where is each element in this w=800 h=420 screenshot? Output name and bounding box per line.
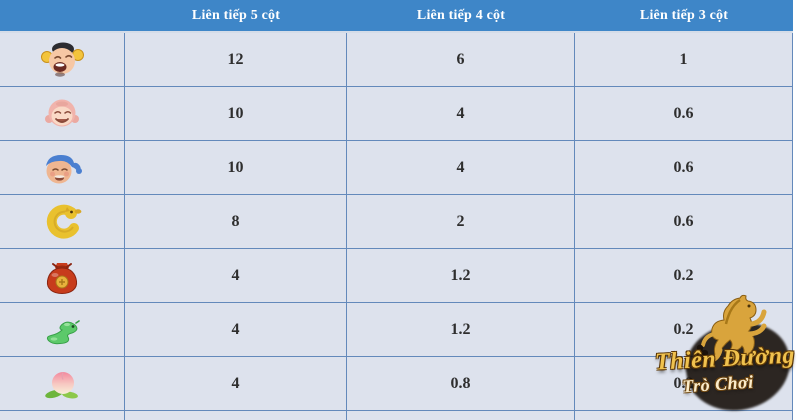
table-row: 8 2 0.6 — [0, 195, 793, 249]
payout-4col: 1.2 — [450, 266, 471, 284]
payout-5col: 4 — [231, 266, 240, 284]
header-lien-tiep-4-cot: Liên tiếp 4 cột — [347, 0, 575, 31]
payout-3col: 0.2 — [673, 374, 694, 392]
payout-3col: 0.6 — [673, 104, 694, 122]
pink-buddha-face-icon — [40, 94, 84, 134]
table-row: 4 0.8 0.2 — [0, 357, 793, 411]
payout-4col: 2 — [456, 212, 465, 230]
payout-3col: 0.6 — [673, 158, 694, 176]
payout-5col: 10 — [227, 104, 244, 122]
payout-4col: 4 — [456, 158, 465, 176]
red-money-bag-icon — [40, 256, 84, 296]
payout-3col: 1 — [679, 50, 688, 68]
table-row: 10 4 0.6 — [0, 87, 793, 141]
payout-5col: 4 — [231, 374, 240, 392]
payout-4col: 1.2 — [450, 320, 471, 338]
table-header-row: Liên tiếp 5 cột Liên tiếp 4 cột Liên tiế… — [0, 0, 793, 33]
payout-4col: 6 — [456, 50, 465, 68]
column-label: Liên tiếp 5 cột — [191, 7, 281, 23]
column-label: Liên tiếp 4 cột — [416, 7, 506, 23]
laughing-man-gold-coins-icon — [39, 40, 85, 80]
payout-5col: 4 — [231, 320, 240, 338]
payout-4col: 4 — [456, 104, 465, 122]
payout-3col: 0.2 — [673, 266, 694, 284]
golden-fish-icon — [40, 202, 84, 242]
header-symbol-column — [0, 0, 125, 31]
old-man-blue-hat-icon — [39, 148, 85, 188]
column-label: Liên tiếp 3 cột — [639, 7, 729, 23]
table-row: 4 1.2 0.2 — [0, 303, 793, 357]
table-row: 4 1.2 0.2 — [0, 249, 793, 303]
table-row-partial — [0, 411, 793, 420]
table-row: 12 6 1 — [0, 33, 793, 87]
table-row: 10 4 0.6 — [0, 141, 793, 195]
header-lien-tiep-5-cot: Liên tiếp 5 cột — [125, 0, 347, 31]
jade-dragon-icon — [40, 310, 84, 350]
payout-3col: 0.2 — [673, 320, 694, 338]
payout-3col: 0.6 — [673, 212, 694, 230]
header-lien-tiep-3-cot: Liên tiếp 3 cột — [575, 0, 793, 31]
payout-4col: 0.8 — [450, 374, 471, 392]
payout-5col: 12 — [227, 50, 244, 68]
payout-5col: 8 — [231, 212, 240, 230]
peach-icon — [40, 364, 84, 404]
payout-5col: 10 — [227, 158, 244, 176]
